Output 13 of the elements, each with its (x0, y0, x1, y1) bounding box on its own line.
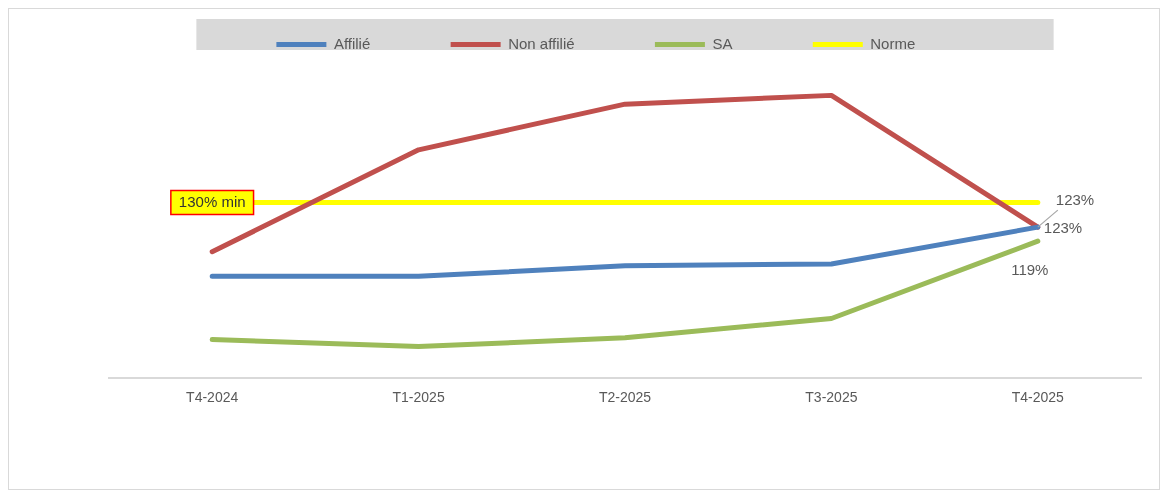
legend-label: Affilié (333, 34, 429, 52)
data-label: 119% (1011, 261, 1049, 279)
x-tick-label: T4-2024 (186, 389, 239, 406)
x-tick-label: T4-2025 (1011, 389, 1065, 406)
x-tick-label: T3-2025 (805, 389, 858, 406)
data-label: 123% (1043, 219, 1083, 237)
data-label: 123% (1055, 191, 1095, 209)
x-tick-label: T1-2025 (392, 389, 445, 406)
legend-label: Norme (870, 34, 974, 52)
data-label: 130% min (178, 192, 246, 210)
legend-label: SA (712, 34, 790, 52)
legend-label: Non affilié (508, 34, 633, 52)
x-tick-label: T2-2025 (598, 389, 652, 406)
